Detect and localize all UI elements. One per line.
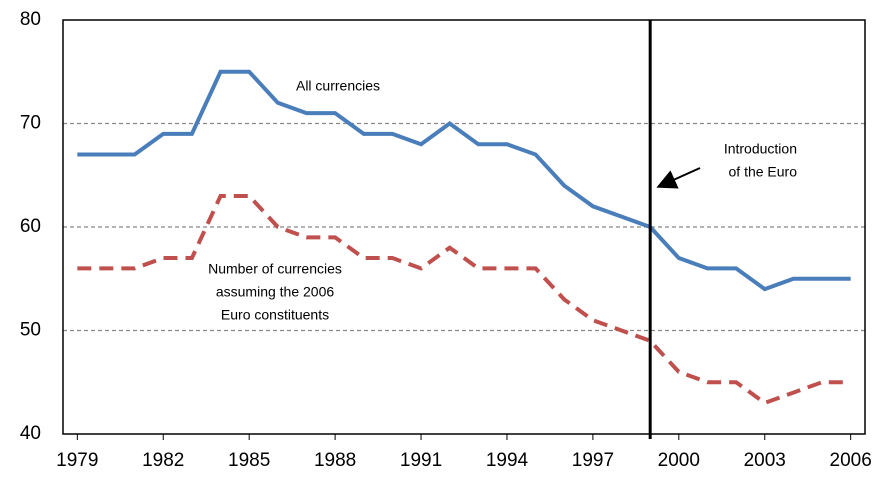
plot-frame <box>62 19 866 435</box>
annotation: Introduction <box>724 141 797 157</box>
annotation: of the Euro <box>729 164 798 180</box>
x-tick-label: 2000 <box>658 450 700 471</box>
y-tick-label: 70 <box>20 113 41 134</box>
arrow <box>656 167 701 189</box>
x-tick-label: 1979 <box>56 450 98 471</box>
x-tick-label: 1994 <box>486 450 529 471</box>
x-tick-label: 1982 <box>142 450 184 471</box>
x-tick-label: 2003 <box>744 450 786 471</box>
x-tick-label: 1985 <box>228 450 270 471</box>
annotation: All currencies <box>296 78 380 94</box>
annotation: assuming the 2006 <box>216 284 335 300</box>
x-tick-label: 1991 <box>400 450 442 471</box>
series-line <box>77 193 851 406</box>
annotation: Number of currencies <box>208 261 342 277</box>
y-tick-label: 80 <box>20 9 41 30</box>
y-tick-label: 40 <box>20 423 41 444</box>
x-tick-label: 2006 <box>830 450 872 471</box>
y-tick-label: 50 <box>20 320 41 341</box>
x-tick-label: 1997 <box>572 450 614 471</box>
series-line <box>77 69 851 292</box>
annotation: Euro constituents <box>221 307 329 323</box>
y-tick-label: 60 <box>20 216 41 237</box>
x-tick-label: 1988 <box>314 450 356 471</box>
